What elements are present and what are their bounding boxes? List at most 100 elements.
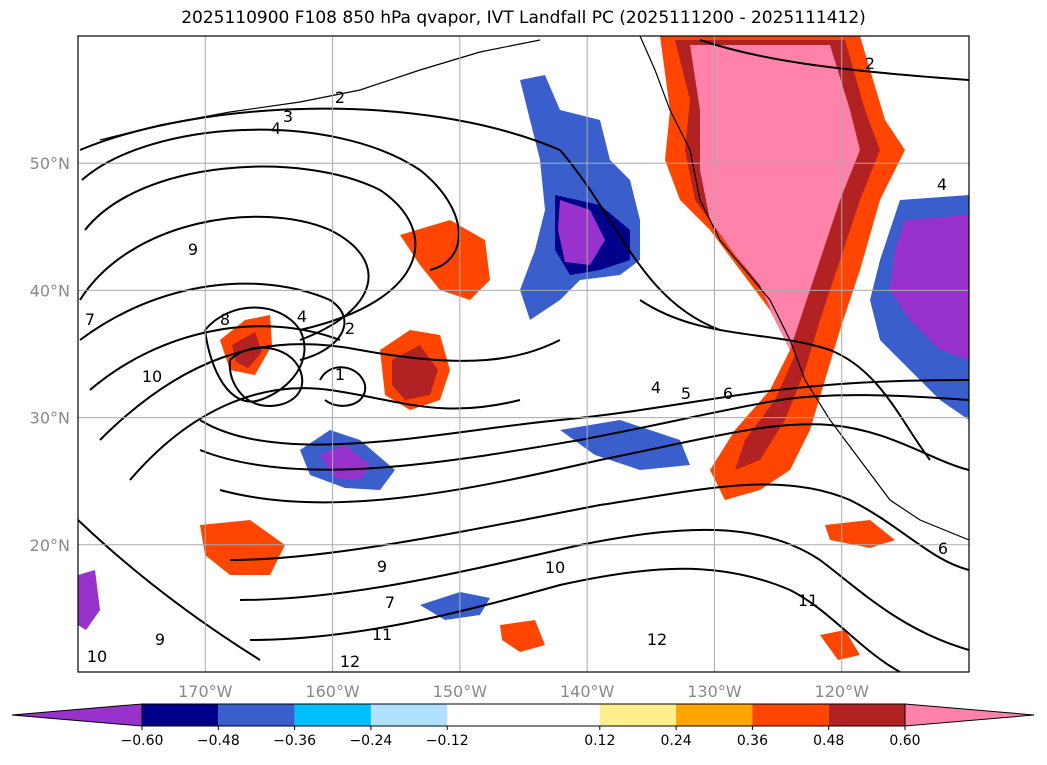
x-tick-label: 170°W: [178, 682, 233, 701]
contour-label: 2: [865, 54, 875, 73]
contour-line: [78, 519, 261, 661]
contour-line: [79, 215, 370, 341]
contour-label: 6: [723, 384, 733, 403]
colorbar-extend-min: [11, 703, 143, 727]
negative-region-offshore-core: [558, 200, 605, 265]
contour-line: [84, 165, 417, 331]
contour-line: [219, 423, 969, 504]
contour-line: [229, 483, 969, 571]
colorbar-tick-label: −0.48: [197, 733, 240, 749]
contour-label: 12: [647, 630, 667, 649]
shaded-regions: [78, 36, 969, 660]
contour-line: [239, 528, 969, 651]
contour-line: [249, 567, 901, 672]
colorbar-frame: [141, 703, 906, 727]
contour-label: 2: [345, 319, 355, 338]
contour-label: 8: [220, 310, 230, 329]
contour-line: [699, 39, 969, 81]
x-tick-label: 130°W: [687, 682, 742, 701]
coastline-na: [639, 36, 969, 541]
contour-label: 9: [377, 557, 387, 576]
positive-region-south-c: [825, 520, 895, 548]
contour-label: 7: [385, 593, 395, 612]
contour-label: 4: [651, 378, 661, 397]
contour-label: 5: [681, 384, 691, 403]
contour-line: [99, 339, 561, 441]
x-tick-labels: 170°W 160°W 150°W 140°W 130°W 120°W: [178, 682, 869, 701]
contour-label: 10: [545, 558, 565, 577]
contour-label: 11: [372, 625, 392, 644]
contour-label: 7: [85, 310, 95, 329]
negative-band: [560, 420, 690, 470]
contour-label: 6: [938, 539, 948, 558]
colorbar-bin: [294, 704, 371, 726]
y-tick-label: 30°N: [30, 409, 70, 428]
colorbar-tick-label: −0.60: [121, 733, 164, 749]
x-tick-label: 160°W: [305, 682, 360, 701]
colorbar-bin: [218, 704, 295, 726]
contour-label: 9: [155, 630, 165, 649]
contour-label: 12: [340, 652, 360, 671]
positive-region-coast-core: [690, 45, 860, 350]
colorbar-tick-labels: −0.60 −0.48 −0.36 −0.24 −0.12 0.12 0.24 0.36 0.4…: [121, 726, 921, 749]
contour-label: 10: [142, 367, 162, 386]
map-area: [78, 36, 969, 672]
positive-region-south-a: [200, 520, 285, 575]
negative-region-east-core: [890, 215, 969, 360]
contour-label: 3: [283, 107, 293, 126]
contour-label: 1: [335, 365, 345, 384]
gridlines: [78, 36, 969, 672]
colorbar-tick-label: −0.12: [426, 733, 469, 749]
colorbar-bin: [370, 704, 448, 726]
colorbar-tick-label: 0.48: [813, 733, 844, 749]
colorbar: [11, 703, 1035, 727]
contour-line: [228, 346, 304, 407]
contour-label: 4: [271, 119, 281, 138]
contour-line: [199, 379, 969, 446]
coastline-alaska: [99, 39, 541, 141]
negative-region-corner: [78, 570, 100, 630]
colorbar-tick-label: 0.24: [661, 733, 692, 749]
colorbar-bin: [828, 704, 905, 726]
contour-line: [89, 325, 341, 391]
contour-label: 4: [297, 307, 307, 326]
colorbar-tick-label: 0.36: [737, 733, 768, 749]
contour-line: [199, 394, 969, 471]
x-tick-label: 150°W: [433, 682, 488, 701]
colorbar-tick-label: 0.60: [889, 733, 920, 749]
coastline: [99, 36, 969, 541]
positive-region-north: [400, 220, 490, 300]
contour-label: 4: [937, 175, 947, 194]
contour-line: [639, 299, 931, 461]
colorbar-bin: [752, 704, 829, 726]
colorbar-bin: [599, 704, 677, 726]
chart-title: 2025110900 F108 850 hPa qvapor, IVT Land…: [181, 8, 866, 28]
colorbar-bin: [447, 704, 600, 726]
contour-line: [129, 387, 521, 481]
colorbar-tick-label: −0.24: [349, 733, 392, 749]
contour-label: 2: [335, 88, 345, 107]
colorbar-extend-max: [904, 703, 1035, 727]
contour-line: [79, 282, 346, 361]
contour-lines: [78, 39, 969, 672]
contour-label: 9: [188, 240, 198, 259]
positive-region-south-b: [500, 620, 545, 652]
y-tick-label: 40°N: [30, 281, 70, 300]
x-tick-label: 140°W: [560, 682, 615, 701]
map-frame: [77, 35, 970, 673]
colorbar-bin: [676, 704, 753, 726]
colorbar-bin: [142, 704, 219, 726]
x-tick-label: 120°W: [815, 682, 870, 701]
positive-region-south-d: [820, 630, 860, 660]
contour-label: 10: [87, 647, 107, 666]
y-tick-label: 50°N: [30, 154, 70, 173]
negative-region-south: [420, 592, 490, 620]
y-tick-label: 20°N: [30, 536, 70, 555]
colorbar-tick-label: −0.36: [273, 733, 316, 749]
contour-line: [81, 128, 460, 271]
contour-line: [559, 149, 721, 331]
y-tick-labels: 50°N 40°N 30°N 20°N: [30, 154, 70, 555]
contour-label: 11: [798, 591, 818, 610]
